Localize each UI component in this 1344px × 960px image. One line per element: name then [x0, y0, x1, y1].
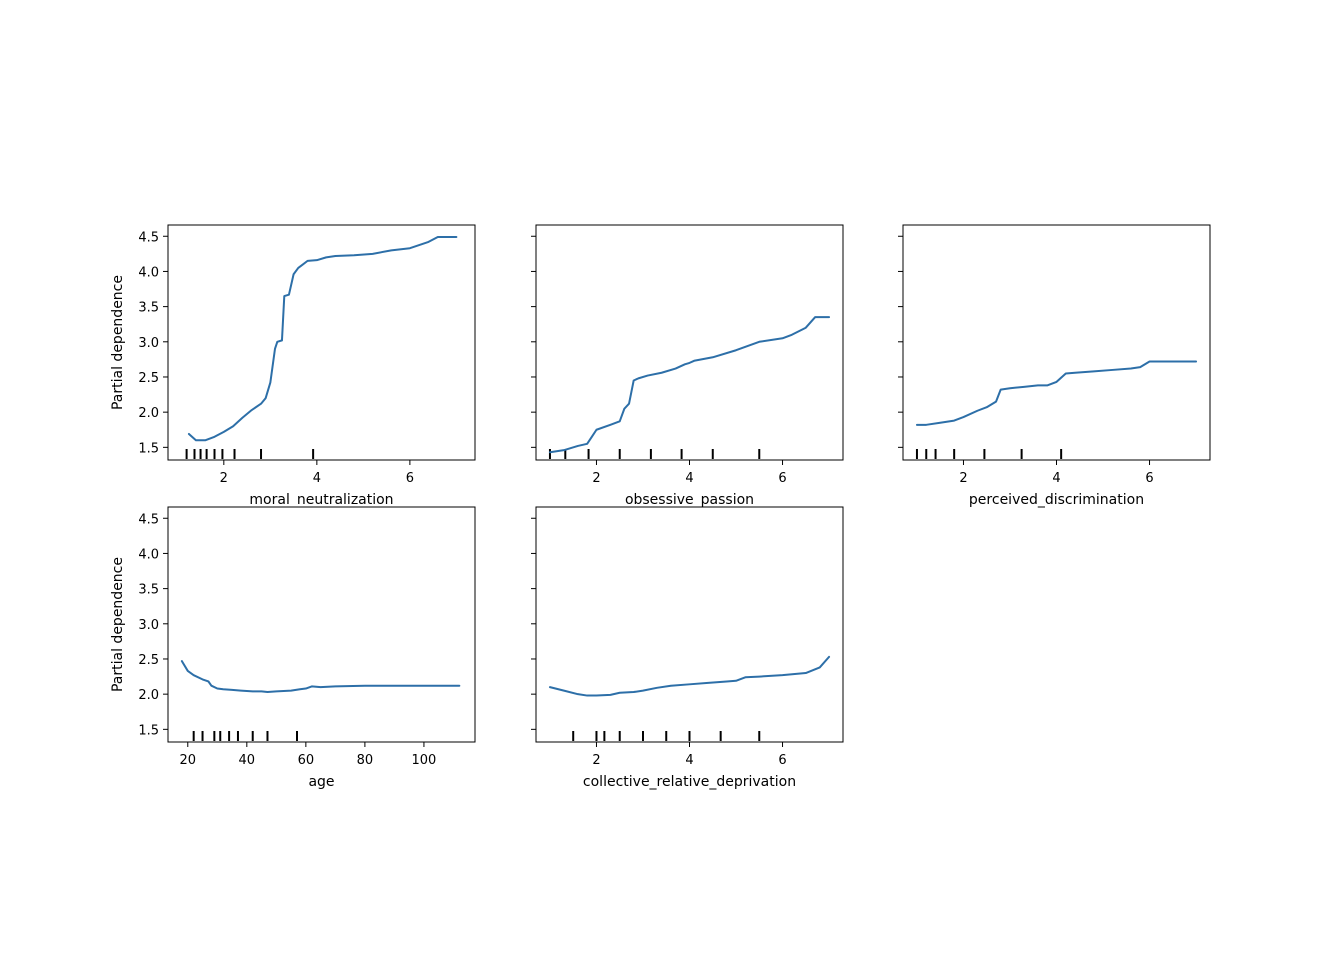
pd-line-perceived: [915, 360, 1198, 426]
x-tick-label-obsessive-0: 2: [592, 471, 600, 486]
subplot-collective: 2 4 6 collective_relative_deprivation: [531, 506, 844, 790]
y-tick-label-age-4: 3.5: [138, 583, 159, 598]
axes-frame-perceived: [902, 224, 1211, 461]
y-tick-label-age-2: 2.5: [138, 653, 159, 668]
y-tick-label-age-5: 4.0: [138, 547, 159, 562]
x-tick-label-perceived-1: 4: [1052, 471, 1060, 486]
x-tick-label-age-4: 100: [412, 753, 437, 768]
x-tick-label-collective-1: 4: [685, 753, 693, 768]
x-axis-label-perceived: perceived_discrimination: [969, 492, 1144, 508]
x-axis-label-moral: moral_neutralization: [249, 492, 393, 508]
pd-line-obsessive: [548, 316, 831, 454]
x-tick-label-age-1: 40: [239, 753, 256, 768]
x-tick-label-moral-0: 2: [220, 471, 228, 486]
pd-line-collective: [548, 655, 831, 697]
y-tick-label-moral-0: 1.5: [138, 441, 159, 456]
y-tick-label-moral-4: 3.5: [138, 301, 159, 316]
subplot-moral: 2 4 6 1.5 2.0 2.5 3.0 3.5 4.0 4.5 moral_neutraliza…: [110, 224, 476, 508]
axes-frame-age: [167, 506, 476, 743]
y-tick-label-age-0: 1.5: [138, 723, 159, 738]
y-tick-label-age-3: 3.0: [138, 618, 159, 633]
y-tick-label-moral-5: 4.0: [138, 265, 159, 280]
x-tick-label-collective-2: 6: [778, 753, 786, 768]
y-axis-label-age: Partial dependence: [110, 557, 126, 692]
x-axis-label-age: age: [308, 774, 334, 790]
x-axis-label-obsessive: obsessive_passion: [625, 492, 754, 508]
y-tick-label-moral-1: 2.0: [138, 406, 159, 421]
y-tick-label-moral-6: 4.5: [138, 230, 159, 245]
x-tick-label-age-2: 60: [298, 753, 315, 768]
x-axis-label-collective: collective_relative_deprivation: [583, 774, 796, 790]
y-tick-label-moral-2: 2.5: [138, 371, 159, 386]
subplot-obsessive: 2 4 6 obsessive_passion: [531, 224, 844, 508]
x-tick-label-perceived-0: 2: [959, 471, 967, 486]
x-tick-label-obsessive-1: 4: [685, 471, 693, 486]
y-axis-label-moral: Partial dependence: [110, 275, 126, 410]
x-tick-label-obsessive-2: 6: [778, 471, 786, 486]
x-tick-label-perceived-2: 6: [1145, 471, 1153, 486]
x-tick-label-age-0: 20: [180, 753, 197, 768]
y-tick-label-age-1: 2.0: [138, 688, 159, 703]
x-tick-label-age-3: 80: [357, 753, 374, 768]
axes-frame-collective: [535, 506, 844, 743]
x-tick-label-collective-0: 2: [592, 753, 600, 768]
y-tick-label-moral-3: 3.0: [138, 336, 159, 351]
y-tick-label-age-6: 4.5: [138, 512, 159, 527]
pd-line-moral: [187, 235, 458, 442]
subplot-age: 20 40 60 80 100 1.5 2.0 2.5 3.0 3.5 4.0 4.5 age Parti…: [110, 506, 476, 790]
pd-line-age: [180, 660, 461, 694]
axes-frame-obsessive: [535, 224, 844, 461]
x-tick-label-moral-1: 4: [313, 471, 321, 486]
axes-frame-moral: [167, 224, 476, 461]
x-tick-label-moral-2: 6: [406, 471, 414, 486]
